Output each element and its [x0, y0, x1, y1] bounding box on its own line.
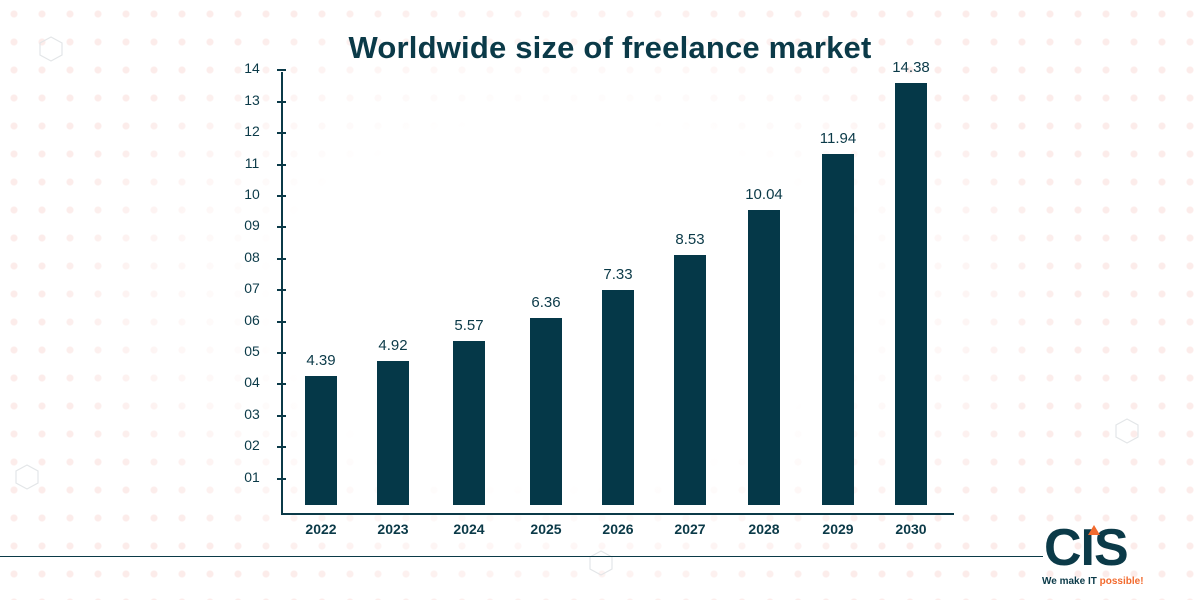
y-tick	[277, 477, 286, 480]
x-tick-label: 2028	[748, 521, 780, 537]
y-tick	[277, 383, 286, 386]
y-tick	[277, 414, 286, 417]
bar-value-label: 10.04	[745, 186, 783, 204]
y-tick-label: 07	[244, 280, 260, 297]
x-tick-label: 2027	[674, 521, 706, 537]
bar-2023	[377, 360, 409, 505]
bar-value-label: 14.38	[892, 58, 930, 76]
bar-value-label: 4.92	[378, 336, 408, 354]
y-tick	[277, 257, 286, 260]
x-tick-label: 2030	[895, 521, 927, 537]
y-tick-label: 03	[244, 405, 260, 422]
y-tick	[277, 100, 286, 103]
bar-2022	[305, 376, 337, 505]
x-tick-label: 2025	[530, 521, 562, 537]
y-tick-label: 11	[244, 154, 260, 171]
bar-value-label: 4.39	[306, 352, 336, 370]
bar-value-label: 6.36	[531, 294, 561, 312]
y-tick	[277, 163, 286, 166]
y-tick	[277, 320, 286, 323]
x-tick-label: 2023	[377, 521, 409, 537]
y-tick-label: 10	[244, 186, 260, 202]
x-tick-label: 2026	[602, 521, 634, 537]
bar-2025	[530, 318, 562, 505]
y-tick-label: 12	[244, 123, 260, 140]
x-tick-label: 2022	[305, 521, 337, 537]
y-tick-label: 02	[244, 437, 260, 454]
bar-value-label: 11.94	[819, 130, 857, 148]
bar-2027	[674, 254, 706, 505]
y-tick-label: 09	[244, 217, 260, 234]
y-tick-label: 06	[244, 311, 260, 328]
y-tick-label: 04	[244, 374, 260, 391]
bar-value-label: 5.57	[454, 317, 484, 335]
y-tick	[277, 69, 286, 72]
y-axis	[281, 72, 283, 514]
chart-title: Worldwide size of freelance market	[348, 30, 872, 65]
logo-tagline: We make IT possible!	[1042, 576, 1144, 587]
x-tick-label: 2029	[822, 521, 854, 537]
bar-value-label: 7.33	[603, 265, 633, 283]
hexagon-decoration-icon	[589, 550, 613, 576]
logo-arrow-icon	[1088, 525, 1100, 535]
y-tick	[277, 352, 286, 354]
y-tick	[277, 226, 286, 229]
y-tick-label: 13	[244, 91, 260, 108]
bar-2029	[822, 154, 854, 505]
logo-mark: CIS	[1044, 519, 1129, 577]
bar-2026	[602, 289, 634, 505]
company-logo: CIS We make IT possible!	[1040, 519, 1144, 592]
y-tick-label: 01	[244, 468, 260, 485]
x-axis	[281, 513, 954, 515]
bar-2030	[895, 82, 927, 505]
y-tick	[277, 195, 286, 197]
y-tick	[277, 289, 286, 292]
y-tick	[277, 132, 286, 135]
y-tick-label: 14	[244, 60, 260, 77]
y-tick-label: 08	[244, 248, 260, 265]
y-tick	[277, 446, 286, 449]
footer-divider	[0, 556, 1043, 557]
bar-2028	[748, 210, 780, 505]
bar-2024	[453, 341, 485, 505]
hexagon-decoration-icon	[15, 464, 39, 490]
hexagon-decoration-icon	[1115, 418, 1139, 444]
bar-value-label: 8.53	[675, 230, 705, 248]
y-tick-label: 05	[244, 343, 260, 359]
x-tick-label: 2024	[453, 521, 485, 537]
